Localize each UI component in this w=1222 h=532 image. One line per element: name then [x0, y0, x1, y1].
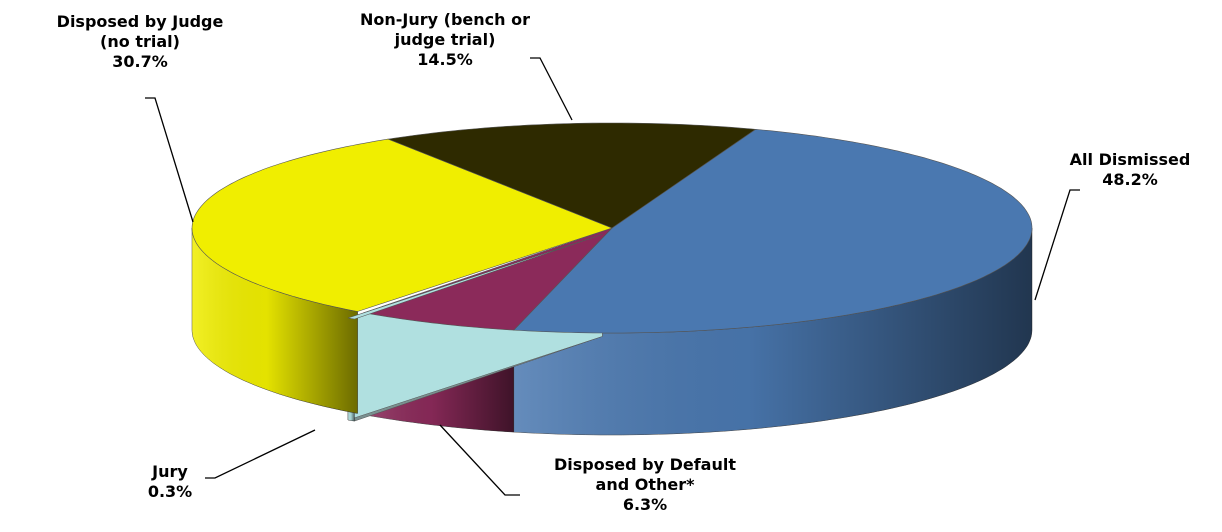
leader-line	[205, 429, 316, 479]
slice-value: 14.5%	[417, 50, 473, 69]
slice-top	[387, 122, 757, 229]
slice-side-shade	[513, 228, 1032, 435]
slice-value: 30.7%	[112, 52, 168, 71]
slice-value: 6.3%	[622, 495, 668, 514]
slice-name: All Dismissed	[1069, 150, 1191, 169]
slice-label: Jury 0.3%	[125, 462, 215, 502]
slice-top	[513, 128, 1033, 334]
slice-label: Disposed by Judge (no trial) 30.7%	[43, 12, 238, 72]
slice-top	[362, 227, 613, 331]
slice-top	[347, 234, 603, 320]
slice-name: Disposed by Default and Other*	[554, 455, 736, 494]
leader-line	[145, 97, 194, 223]
slice-value: 0.3%	[147, 482, 193, 501]
slice-side-shade	[192, 228, 358, 414]
leader-lines	[145, 57, 1080, 496]
slice-name: Non-Jury (bench or judge trial)	[360, 10, 530, 49]
slice-value: 48.2%	[1102, 170, 1158, 189]
leader-line	[530, 57, 573, 121]
slice-label: All Dismissed 48.2%	[1030, 150, 1222, 190]
slice-name: Disposed by Judge (no trial)	[56, 12, 224, 51]
slice-label: Disposed by Default and Other* 6.3%	[545, 455, 745, 515]
slice-top	[191, 138, 613, 312]
leader-line	[439, 424, 520, 496]
leader-line	[1034, 189, 1080, 301]
slice-label: Non-Jury (bench or judge trial) 14.5%	[355, 10, 535, 70]
slice-name: Jury	[152, 462, 188, 481]
